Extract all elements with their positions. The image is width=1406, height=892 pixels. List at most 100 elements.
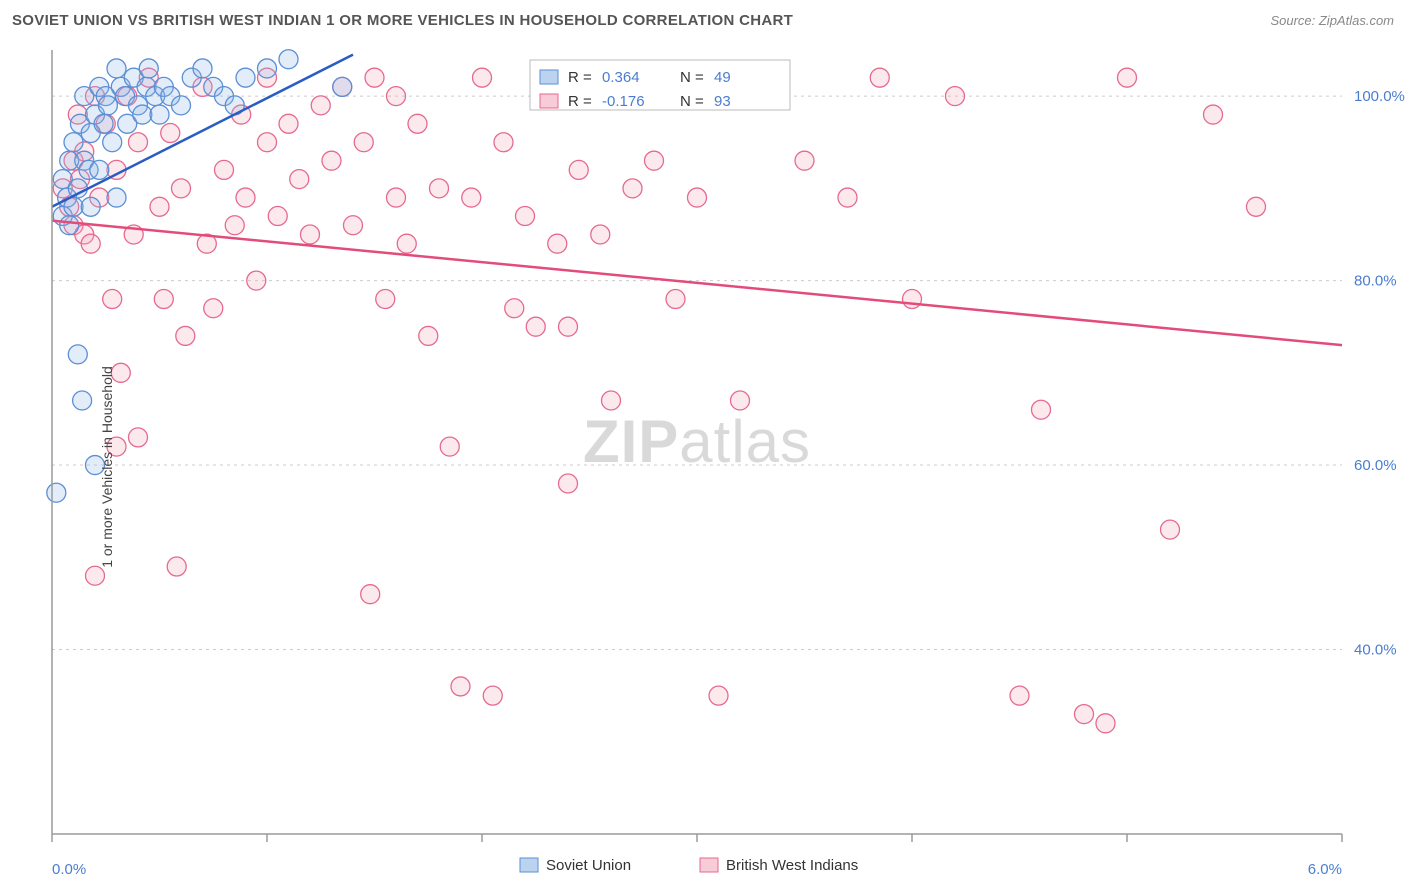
data-point — [268, 207, 287, 226]
data-point — [397, 234, 416, 253]
data-point — [365, 68, 384, 87]
svg-text:-0.176: -0.176 — [602, 93, 645, 110]
data-point — [290, 170, 309, 189]
data-point — [559, 317, 578, 336]
data-point — [494, 133, 513, 152]
data-point — [569, 160, 588, 179]
data-point — [150, 105, 169, 124]
data-point — [354, 133, 373, 152]
data-point — [462, 188, 481, 207]
data-point — [258, 133, 277, 152]
svg-text:93: 93 — [714, 93, 731, 110]
data-point — [154, 290, 173, 309]
data-point — [1010, 686, 1029, 705]
data-point — [247, 271, 266, 290]
data-point — [73, 391, 92, 410]
data-point — [1161, 520, 1180, 539]
data-point — [430, 179, 449, 198]
data-point — [483, 686, 502, 705]
data-point — [1096, 714, 1115, 733]
scatter-chart: 40.0%60.0%80.0%100.0%0.0%6.0%ZIPatlasR =… — [0, 42, 1406, 892]
data-point — [81, 197, 100, 216]
data-point — [1075, 705, 1094, 724]
legend-label: Soviet Union — [546, 857, 631, 874]
y-axis-label: 1 or more Vehicles in Household — [99, 366, 115, 568]
data-point — [172, 96, 191, 115]
data-point — [103, 133, 122, 152]
data-point — [60, 216, 79, 235]
data-point — [236, 68, 255, 87]
data-point — [129, 133, 148, 152]
data-point — [440, 437, 459, 456]
data-point — [193, 59, 212, 78]
data-point — [548, 234, 567, 253]
data-point — [1204, 105, 1223, 124]
data-point — [172, 179, 191, 198]
data-point — [645, 151, 664, 170]
data-point — [215, 160, 234, 179]
data-point — [68, 345, 87, 364]
data-point — [344, 216, 363, 235]
data-point — [167, 557, 186, 576]
data-point — [516, 207, 535, 226]
data-point — [133, 105, 152, 124]
svg-text:R =: R = — [568, 69, 592, 86]
data-point — [795, 151, 814, 170]
data-point — [451, 677, 470, 696]
data-point — [94, 114, 113, 133]
svg-text:N =: N = — [680, 93, 704, 110]
data-point — [1118, 68, 1137, 87]
data-point — [47, 483, 66, 502]
data-point — [559, 474, 578, 493]
x-tick-label: 0.0% — [52, 861, 86, 878]
data-point — [86, 566, 105, 585]
data-point — [903, 290, 922, 309]
data-point — [103, 290, 122, 309]
data-point — [709, 686, 728, 705]
chart-source: Source: ZipAtlas.com — [1270, 13, 1394, 28]
data-point — [505, 299, 524, 318]
svg-text:0.364: 0.364 — [602, 69, 640, 86]
data-point — [64, 133, 83, 152]
data-point — [623, 179, 642, 198]
data-point — [870, 68, 889, 87]
data-point — [361, 585, 380, 604]
data-point — [1032, 400, 1051, 419]
data-point — [838, 188, 857, 207]
data-point — [107, 59, 126, 78]
data-point — [526, 317, 545, 336]
data-point — [1247, 197, 1266, 216]
data-point — [161, 124, 180, 143]
data-point — [387, 87, 406, 106]
data-point — [376, 290, 395, 309]
trend-line — [52, 221, 1342, 346]
data-point — [279, 114, 298, 133]
data-point — [473, 68, 492, 87]
y-tick-label: 60.0% — [1354, 457, 1397, 474]
data-point — [946, 87, 965, 106]
data-point — [279, 50, 298, 69]
data-point — [666, 290, 685, 309]
data-point — [139, 59, 158, 78]
watermark: ZIPatlas — [583, 408, 811, 475]
data-point — [301, 225, 320, 244]
data-point — [236, 188, 255, 207]
y-tick-label: 40.0% — [1354, 642, 1397, 659]
data-point — [688, 188, 707, 207]
chart-title: SOVIET UNION VS BRITISH WEST INDIAN 1 OR… — [12, 12, 793, 29]
data-point — [98, 96, 117, 115]
svg-text:R =: R = — [568, 93, 592, 110]
data-point — [408, 114, 427, 133]
y-tick-label: 100.0% — [1354, 88, 1405, 105]
y-tick-label: 80.0% — [1354, 273, 1397, 290]
data-point — [419, 326, 438, 345]
data-point — [731, 391, 750, 410]
data-point — [129, 428, 148, 447]
legend-swatch — [520, 858, 538, 872]
data-point — [311, 96, 330, 115]
data-point — [150, 197, 169, 216]
data-point — [204, 299, 223, 318]
data-point — [81, 234, 100, 253]
data-point — [258, 59, 277, 78]
data-point — [387, 188, 406, 207]
